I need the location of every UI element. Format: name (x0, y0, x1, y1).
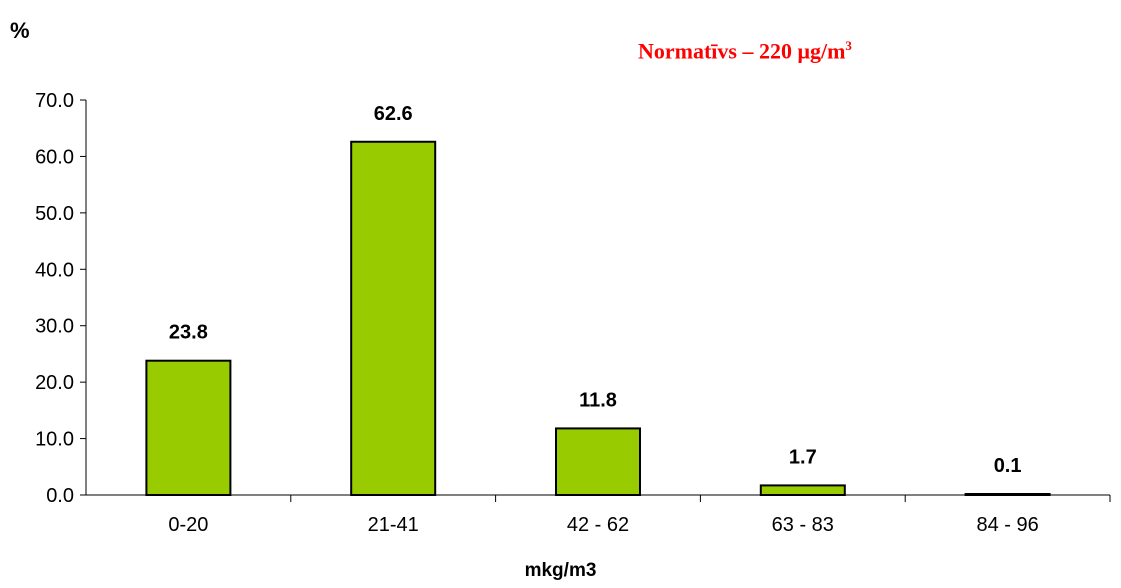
x-tick-label: 21-41 (368, 514, 419, 536)
x-tick-label: 42 - 62 (567, 514, 629, 536)
y-tick-label: 20.0 (35, 372, 74, 394)
y-tick-label: 60.0 (35, 146, 74, 168)
data-label: 23.8 (169, 322, 208, 344)
x-tick-label: 63 - 83 (772, 514, 834, 536)
y-tick-label: 10.0 (35, 429, 74, 451)
bar (145, 359, 232, 497)
x-tick-label: 84 - 96 (976, 514, 1038, 536)
y-tick-label: 40.0 (35, 259, 74, 281)
norm-annotation: Normatīvs – 220 μg/m3 (638, 38, 852, 64)
x-tick-label: 0-20 (168, 514, 208, 536)
data-label: 1.7 (789, 446, 817, 468)
y-tick-label: 0.0 (46, 485, 74, 507)
norm-annotation-text: Normatīvs – 220 μg/m (638, 38, 846, 64)
y-tick-label: 30.0 (35, 316, 74, 338)
y-axis-label: % (10, 18, 30, 43)
bar (964, 493, 1051, 496)
bar (555, 427, 641, 496)
x-axis-label: mkg/m3 (524, 560, 597, 581)
y-tick-label: 70.0 (35, 90, 74, 112)
data-label: 0.1 (994, 455, 1022, 477)
bar (350, 140, 437, 496)
data-label: 11.8 (579, 389, 617, 411)
bar (759, 484, 846, 496)
data-label: 62.6 (374, 103, 413, 125)
y-tick-label: 50.0 (35, 203, 74, 225)
norm-annotation-superscript: 3 (845, 38, 852, 53)
